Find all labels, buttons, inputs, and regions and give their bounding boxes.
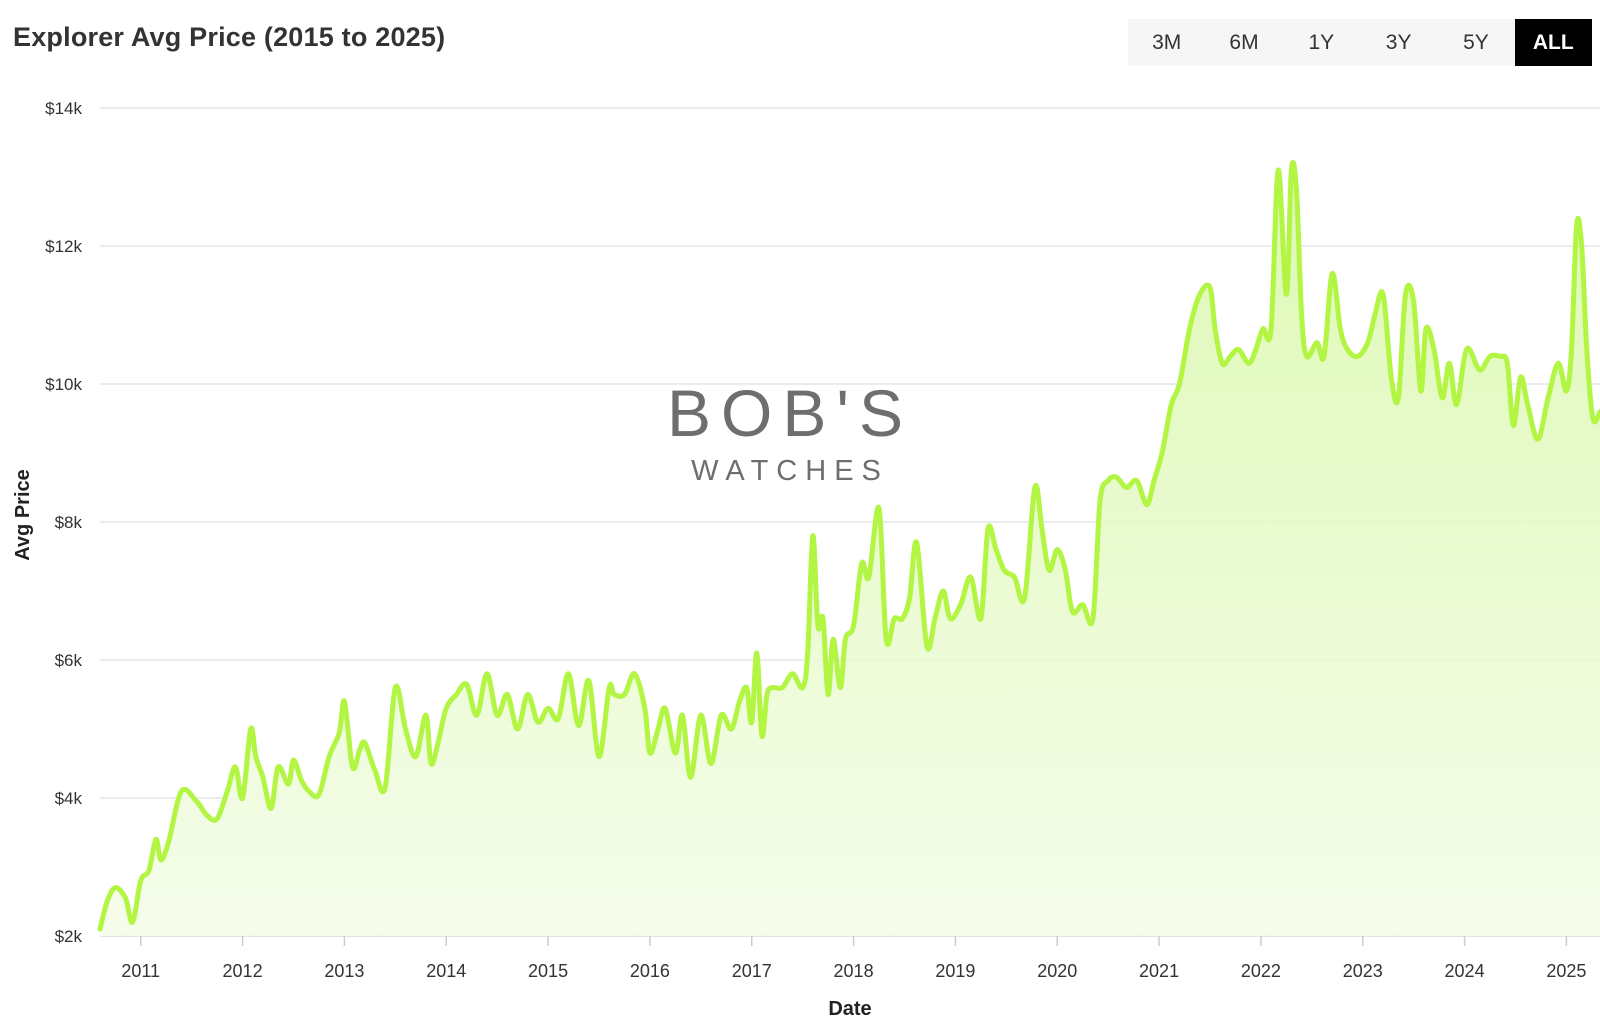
range-button-5y[interactable]: 5Y — [1463, 30, 1489, 54]
range-button-6m[interactable]: 6M — [1229, 30, 1259, 54]
y-tick-label: $4k — [55, 789, 83, 808]
time-range-selector: 3M 6M 1Y 3Y 5Y ALL — [1128, 19, 1592, 66]
range-button-1y[interactable]: 1Y — [1308, 30, 1335, 54]
y-tick-label: $10k — [45, 375, 82, 394]
x-tick-label: 2011 — [121, 961, 160, 981]
y-tick-label: $6k — [55, 651, 83, 670]
x-tick-label: 2024 — [1445, 961, 1485, 981]
x-axis-ticks: 2011 2012 2013 2014 2015 2016 2017 2018 2019 2020… — [121, 936, 1586, 981]
x-tick-label: 2013 — [324, 961, 364, 981]
range-button-all[interactable]: ALL — [1514, 19, 1592, 66]
chart-title: Explorer Avg Price (2015 to 2025) — [13, 22, 446, 52]
x-axis-title: Date — [828, 998, 871, 1020]
x-tick-label: 2016 — [630, 961, 670, 981]
x-tick-label: 2012 — [223, 961, 263, 981]
y-axis-ticks: $2k $4k $6k $8k $10k $12k $14k — [45, 99, 82, 946]
y-tick-label: $8k — [55, 513, 83, 532]
y-axis-title: Avg Price — [12, 469, 34, 561]
x-tick-label: 2018 — [834, 961, 874, 981]
y-tick-label: $2k — [55, 927, 83, 946]
watermark-line1: BOB'S — [667, 376, 913, 450]
range-button-3y[interactable]: 3Y — [1385, 30, 1412, 54]
x-tick-label: 2021 — [1139, 961, 1179, 981]
watermark-logo: BOB'S WATCHES — [667, 376, 913, 487]
price-series-line[interactable] — [97, 160, 1600, 932]
x-tick-label: 2017 — [732, 961, 772, 981]
x-tick-label: 2022 — [1241, 961, 1281, 981]
x-tick-label: 2020 — [1037, 961, 1077, 981]
x-tick-label: 2014 — [426, 961, 466, 981]
y-tick-label: $14k — [45, 99, 82, 118]
price-area-fill — [100, 162, 1600, 936]
x-tick-label: 2025 — [1546, 961, 1586, 981]
y-tick-label: $12k — [45, 237, 82, 256]
x-tick-label: 2019 — [935, 961, 975, 981]
x-tick-label: 2015 — [528, 961, 568, 981]
area-fill-layer — [97, 160, 1600, 936]
range-button-3m[interactable]: 3M — [1152, 30, 1182, 54]
watermark-line2: WATCHES — [691, 455, 889, 487]
x-tick-label: 2023 — [1343, 961, 1383, 981]
